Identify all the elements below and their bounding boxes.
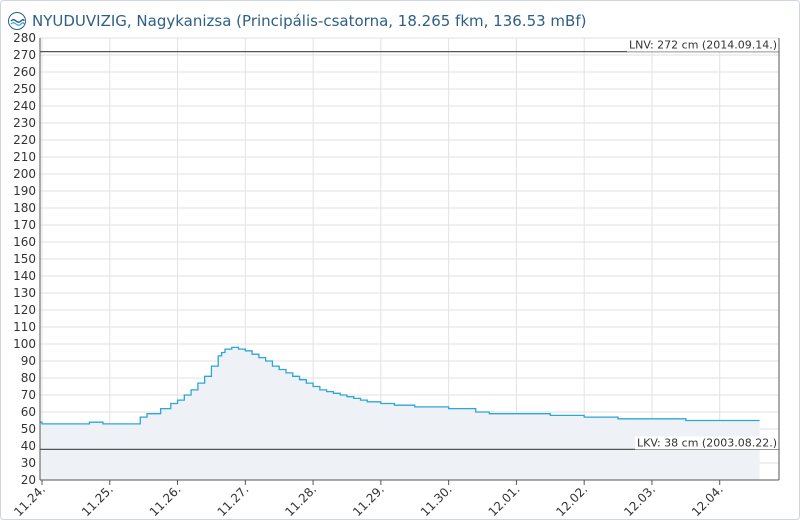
y-tick-label: 270 xyxy=(13,48,36,62)
y-tick-label: 260 xyxy=(13,65,36,79)
series-fill xyxy=(40,347,760,480)
y-tick-label: 160 xyxy=(13,235,36,249)
y-tick-label: 190 xyxy=(13,184,36,198)
x-tick-label: 12.04. xyxy=(689,482,726,519)
x-tick-label: 12.03. xyxy=(621,482,658,519)
lnv-label: LNV: 272 cm (2014.09.14.) xyxy=(629,39,777,52)
y-tick-label: 200 xyxy=(13,167,36,181)
y-tick-label: 50 xyxy=(21,422,36,436)
y-tick-label: 210 xyxy=(13,150,36,164)
series-area xyxy=(40,346,760,480)
y-tick-label: 280 xyxy=(13,31,36,45)
y-tick-label: 250 xyxy=(13,82,36,96)
y-tick-label: 140 xyxy=(13,269,36,283)
x-tick-label: 11.27. xyxy=(215,482,252,519)
ref-label-background xyxy=(635,436,779,450)
reference-lines: LNV: 272 cm (2014.09.14.) LKV: 38 cm (200… xyxy=(40,38,779,450)
y-tick-label: 40 xyxy=(21,439,36,453)
nyuduvizig-logo-icon xyxy=(8,12,26,30)
y-tick-label: 170 xyxy=(13,218,36,232)
chart-header: NYUDUVIZIG, Nagykanizsa (Principális-csa… xyxy=(8,8,586,34)
y-tick-label: 70 xyxy=(21,388,36,402)
x-tick-label: 11.24. xyxy=(11,482,48,519)
y-tick-label: 230 xyxy=(13,116,36,130)
y-tick-label: 120 xyxy=(13,303,36,317)
y-tick-label: 240 xyxy=(13,99,36,113)
y-tick-label: 220 xyxy=(13,133,36,147)
y-tick-label: 80 xyxy=(21,371,36,385)
x-tick-label: 11.26. xyxy=(147,482,184,519)
y-tick-label: 60 xyxy=(21,405,36,419)
y-tick-label: 20 xyxy=(21,473,36,487)
chart-title: NYUDUVIZIG, Nagykanizsa (Principális-csa… xyxy=(32,12,587,30)
x-tick-label: 12.01. xyxy=(486,482,523,519)
lkv-label: LKV: 38 cm (2003.08.22.) xyxy=(637,436,777,449)
x-tick-label: 11.29. xyxy=(350,482,387,519)
x-tick-label: 11.28. xyxy=(282,482,319,519)
x-tick-label: 12.02. xyxy=(553,482,590,519)
series-line xyxy=(40,346,760,425)
x-tick-label: 11.25. xyxy=(79,482,116,519)
y-tick-label: 30 xyxy=(21,456,36,470)
y-tick-label: 90 xyxy=(21,354,36,368)
y-tick-label: 150 xyxy=(13,252,36,266)
ref-label-background xyxy=(626,38,779,52)
y-tick-label: 110 xyxy=(13,320,36,334)
y-tick-label: 180 xyxy=(13,201,36,215)
x-tick-label: 11.30. xyxy=(418,482,455,519)
y-tick-label: 130 xyxy=(13,286,36,300)
y-tick-label: 100 xyxy=(13,337,36,351)
